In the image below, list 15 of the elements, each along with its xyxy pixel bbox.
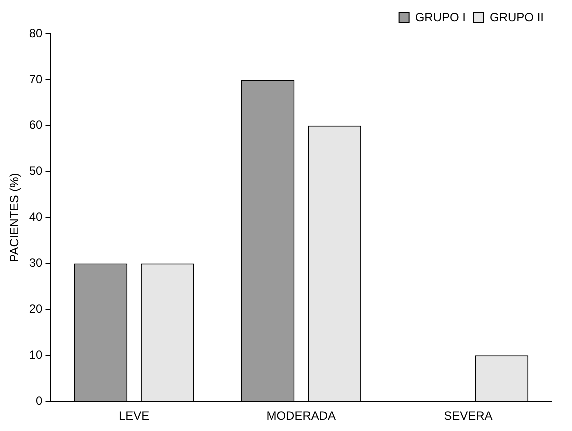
- legend-label: GRUPO II: [490, 10, 544, 24]
- y-tick-label: 0: [36, 394, 44, 408]
- y-tick-label: 10: [29, 348, 44, 362]
- x-tick-label: MODERADA: [266, 409, 336, 424]
- y-tick-label: 50: [29, 164, 44, 178]
- y-tick-label: 40: [29, 210, 44, 224]
- y-axis-title: PACIENTES (%): [8, 173, 22, 262]
- x-tick-label: SEVERA: [444, 409, 493, 424]
- y-tick-label: 20: [29, 302, 44, 316]
- y-tick-label: 60: [29, 118, 44, 132]
- y-tick-label: 70: [29, 72, 44, 86]
- legend-label: GRUPO I: [415, 10, 466, 24]
- y-tick-label: 30: [29, 256, 44, 270]
- x-tick-label: LEVE: [118, 409, 150, 424]
- y-tick-label: 80: [29, 26, 44, 40]
